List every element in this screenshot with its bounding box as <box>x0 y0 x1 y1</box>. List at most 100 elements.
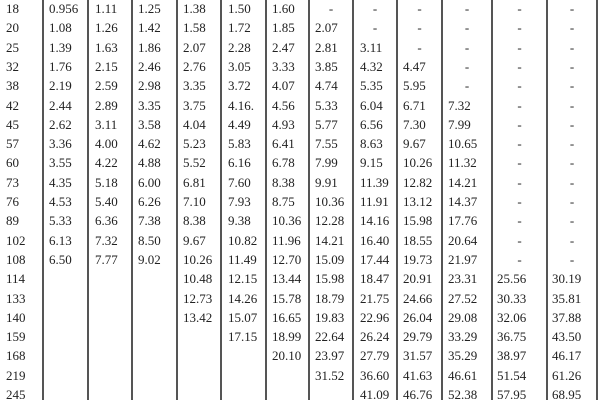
table-cell: 7.32 <box>95 232 118 248</box>
column-divider <box>176 0 178 400</box>
table-cell: - <box>517 232 522 248</box>
row-header-cell: 76 <box>6 194 19 209</box>
table-cell: 5.33 <box>49 213 72 229</box>
table-cell: - <box>569 116 575 132</box>
table-cell: 3.36 <box>49 136 72 152</box>
column-divider <box>308 0 310 400</box>
table-cell: 14.26 <box>228 290 258 306</box>
table-cell: 5.40 <box>95 194 118 209</box>
table-cell: - <box>517 97 522 113</box>
table-cell: 18.47 <box>360 271 390 287</box>
table-cell: 11.32 <box>448 155 477 171</box>
column-divider <box>352 0 354 400</box>
table-cell: 2.07 <box>315 20 338 36</box>
table-cell: 41.63 <box>403 367 433 383</box>
table-cell: 35.29 <box>448 348 478 364</box>
table-cell: 7.10 <box>183 194 206 209</box>
table-cell: 12.70 <box>272 251 302 267</box>
table-cell: 4.56 <box>272 97 295 113</box>
table-cell: 3.75 <box>183 97 206 113</box>
table-cell: - <box>328 1 334 16</box>
table-cell: 36.75 <box>497 329 527 345</box>
table-cell: 1.08 <box>49 20 72 36</box>
row-header-cell: 25 <box>6 39 19 55</box>
table-cell: 2.15 <box>95 58 118 74</box>
table-cell: 7.30 <box>403 116 426 132</box>
table-cell: - <box>372 20 378 36</box>
table-cell: 4.62 <box>138 136 161 152</box>
table-cell: 4.07 <box>272 78 295 94</box>
table-cell: - <box>569 78 575 94</box>
table-cell: 1.86 <box>138 39 161 55</box>
table-cell: - <box>372 1 378 16</box>
table-cell: 4.53 <box>49 194 72 209</box>
column-divider <box>396 0 398 400</box>
table-cell: 1.26 <box>95 20 118 36</box>
table-cell: 7.99 <box>448 116 471 132</box>
table-cell: 7.32 <box>448 97 471 113</box>
table-cell: 8.38 <box>272 174 295 190</box>
table-cell: 6.04 <box>360 97 383 113</box>
table-cell: 2.76 <box>183 58 206 74</box>
table-cell: 1.25 <box>138 1 161 16</box>
table-cell: 24.66 <box>403 290 433 306</box>
table-cell: 9.91 <box>315 174 338 190</box>
row-header-cell: 18 <box>6 1 19 16</box>
table-cell: 13.42 <box>183 309 213 325</box>
table-cell: 4.35 <box>49 174 72 190</box>
table-cell: - <box>569 174 575 190</box>
table-cell: 20.64 <box>448 232 478 248</box>
table-cell: 4.32 <box>360 58 383 74</box>
table-cell: 4.88 <box>138 155 161 171</box>
table-cell: 29.08 <box>448 309 478 325</box>
table-cell: 5.18 <box>95 174 118 190</box>
table-cell: 27.79 <box>360 348 390 364</box>
table-cell: 12.28 <box>315 213 345 229</box>
table-cell: 21.97 <box>448 251 478 267</box>
table-cell: - <box>517 116 522 132</box>
row-header-cell: 108 <box>6 251 26 267</box>
table-cell: 15.98 <box>403 213 433 229</box>
table-cell: 57.95 <box>497 387 527 402</box>
row-header-cell: 57 <box>6 136 19 152</box>
table-cell: 5.33 <box>315 97 338 113</box>
table-cell: 6.26 <box>138 194 161 209</box>
table-cell: 12.15 <box>228 271 258 287</box>
table-cell: 3.11 <box>95 116 118 132</box>
table-cell: - <box>517 213 522 229</box>
row-header-cell: 38 <box>6 78 19 94</box>
table-cell: 1.63 <box>95 39 118 55</box>
table-cell: 36.60 <box>360 367 390 383</box>
table-cell: - <box>569 232 575 248</box>
table-cell: 32.06 <box>497 309 527 325</box>
table-cell: 10.36 <box>315 194 345 209</box>
column-divider <box>87 0 89 400</box>
table-cell: 16.65 <box>272 309 302 325</box>
table-cell: 27.52 <box>448 290 478 306</box>
table-cell: 31.57 <box>403 348 433 364</box>
row-header-cell: 73 <box>6 174 19 190</box>
table-cell: 4.00 <box>95 136 118 152</box>
column-divider <box>131 0 133 400</box>
table-cell: 38.97 <box>497 348 527 364</box>
row-header-cell: 20 <box>6 20 19 36</box>
table-cell: 21.75 <box>360 290 390 306</box>
table-cell: 1.39 <box>49 39 72 55</box>
table-cell: 37.88 <box>552 309 582 325</box>
table-cell: 12.82 <box>403 174 433 190</box>
row-header-cell: 245 <box>6 387 26 402</box>
table-cell: 1.72 <box>228 20 251 36</box>
table-cell: - <box>517 194 522 209</box>
table-cell: 5.95 <box>403 78 426 94</box>
table-cell: - <box>569 1 575 16</box>
table-cell: - <box>464 78 470 94</box>
table-cell: 4.16. <box>228 97 254 113</box>
table-cell: 18.79 <box>315 290 345 306</box>
row-header-cell: 102 <box>6 232 26 248</box>
table-cell: 4.93 <box>272 116 295 132</box>
table-cell: 19.83 <box>315 309 345 325</box>
table-cell: - <box>464 58 470 74</box>
table-cell: 3.58 <box>138 116 161 132</box>
table-cell: - <box>517 251 522 267</box>
